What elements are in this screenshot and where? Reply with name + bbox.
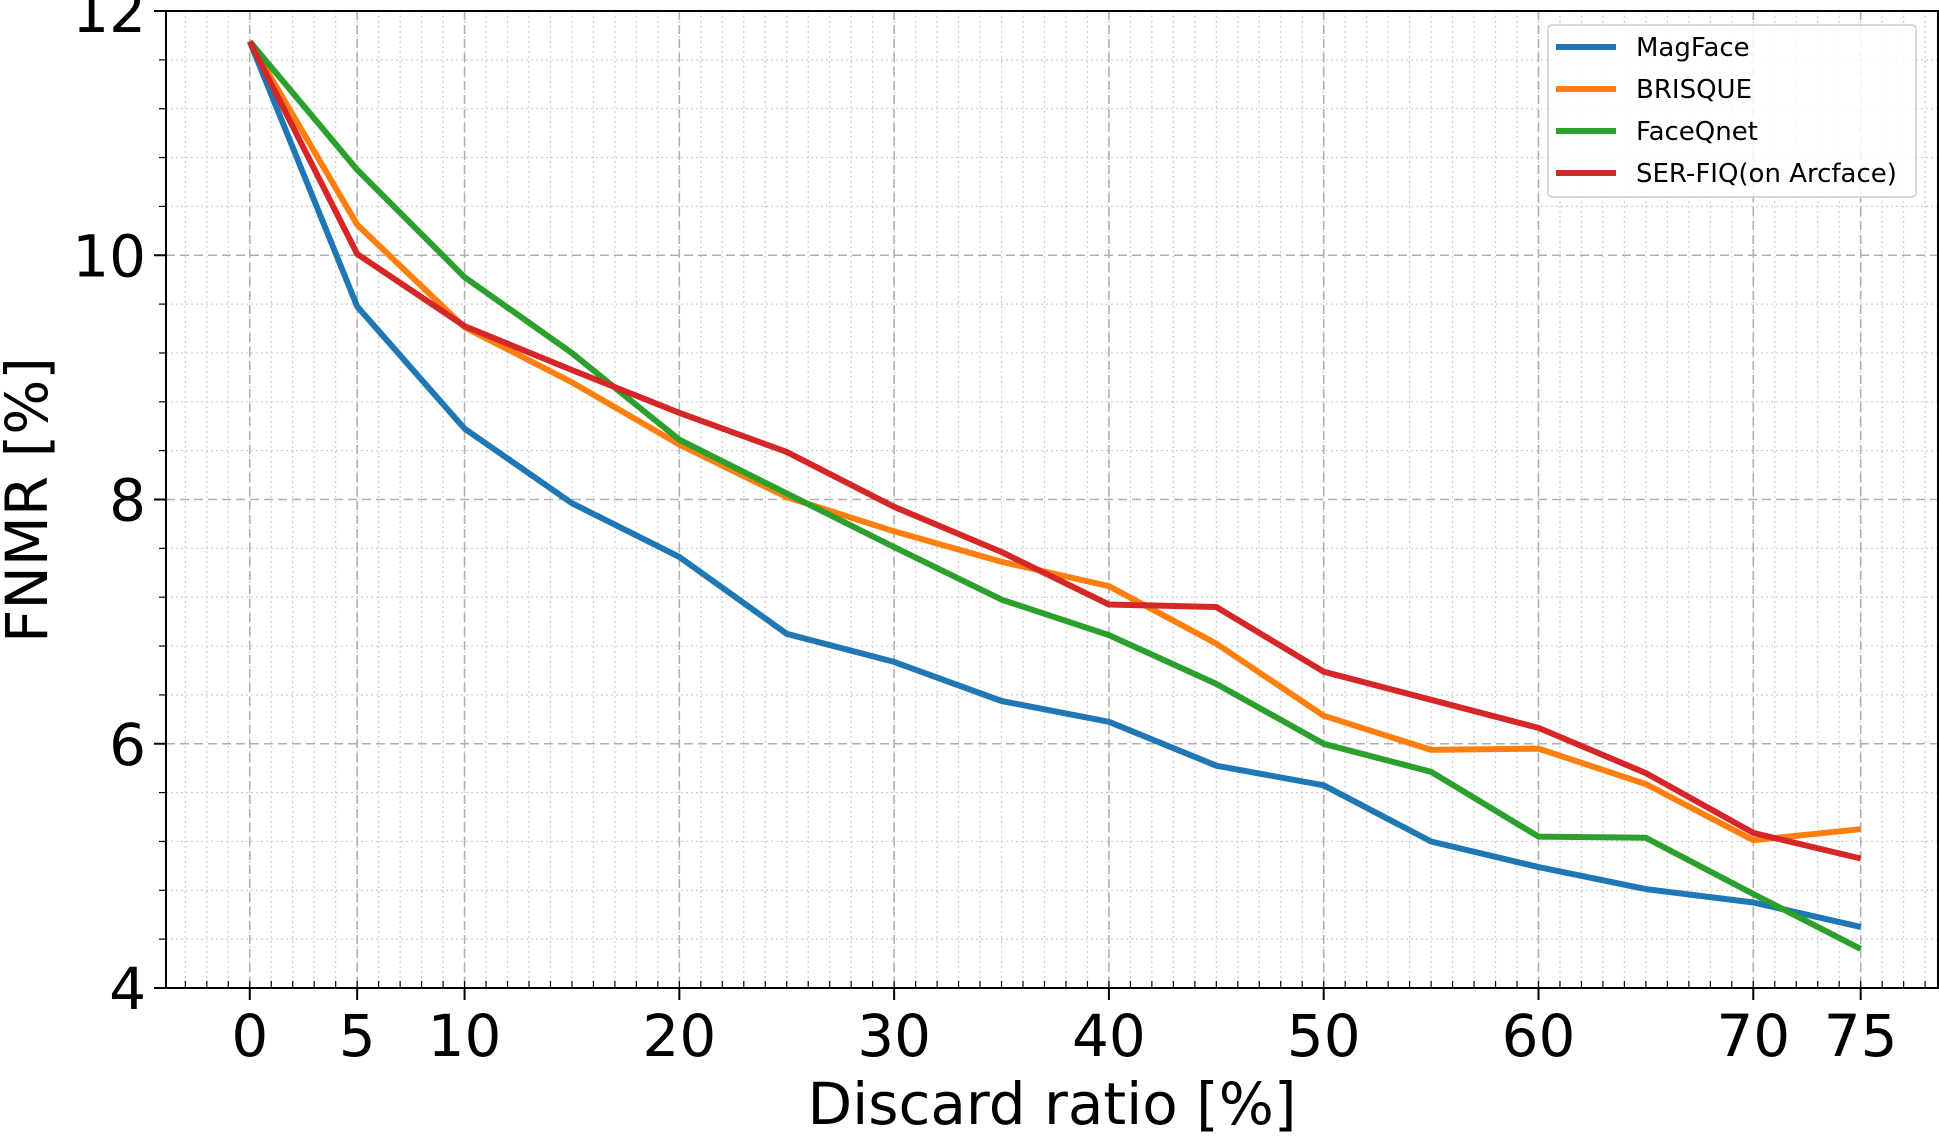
x-tick-label: 75 xyxy=(1824,1002,1898,1070)
series-line-ser-fiq-on-arcface xyxy=(247,40,1862,862)
x-tick-label: 60 xyxy=(1502,1002,1576,1070)
x-tick-label: 70 xyxy=(1716,1002,1790,1070)
series-line-magface xyxy=(247,40,1862,930)
tick-labels: 0 5 10 20 30 40 50 60 70 75 4 6 8 10 12 xyxy=(72,0,1897,1070)
legend-label-ser-fiq-on-arcface: SER-FIQ(on Arcface) xyxy=(1636,159,1897,189)
x-tick-label: 50 xyxy=(1287,1002,1361,1070)
legend: MagFace BRISQUE FaceQnet SER-FIQ(on Arcface… xyxy=(1547,24,1917,198)
legend-frame xyxy=(1547,24,1917,198)
y-tick-label: 6 xyxy=(109,711,146,779)
y-tick-label: 12 xyxy=(72,0,146,46)
series-lines xyxy=(247,39,1863,952)
x-tick-label: 0 xyxy=(231,1002,268,1070)
x-tick-label: 40 xyxy=(1072,1002,1146,1070)
y-tick-label: 4 xyxy=(109,955,146,1023)
series-line-brisque xyxy=(247,39,1862,844)
y-tick-label: 10 xyxy=(72,222,146,290)
axis-ticks xyxy=(154,10,1926,1000)
x-tick-label: 30 xyxy=(857,1002,931,1070)
legend-label-brisque: BRISQUE xyxy=(1636,75,1752,105)
x-axis-label: Discard ratio [%] xyxy=(807,1070,1296,1138)
legend-label-magface: MagFace xyxy=(1636,33,1750,63)
legend-items: MagFace BRISQUE FaceQnet SER-FIQ(on Arcface… xyxy=(1556,33,1897,189)
series-line-faceqnet xyxy=(247,39,1863,952)
legend-label-faceqnet: FaceQnet xyxy=(1636,117,1758,147)
y-tick-label: 8 xyxy=(109,467,146,535)
x-tick-label: 10 xyxy=(428,1002,502,1070)
x-tick-label: 5 xyxy=(339,1002,376,1070)
x-tick-label: 20 xyxy=(642,1002,716,1070)
y-axis-label: FNMR [%] xyxy=(0,357,61,643)
